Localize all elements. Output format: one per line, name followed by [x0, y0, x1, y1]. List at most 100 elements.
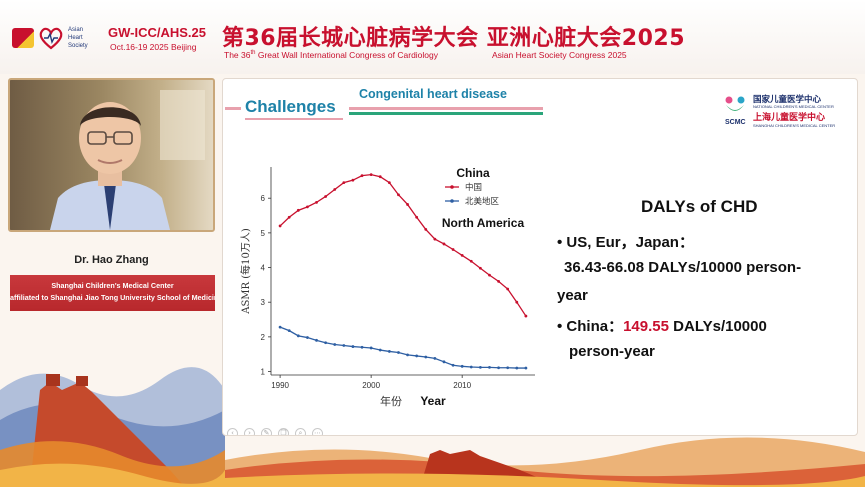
- heading-accent-bar: [225, 107, 241, 110]
- prev-slide-icon[interactable]: ‹: [227, 428, 238, 435]
- copy-icon[interactable]: ❐: [278, 428, 289, 435]
- data-point-series-0: [478, 266, 482, 270]
- y-axis-label: ASMR (每10万人): [239, 228, 252, 315]
- data-point-series-1: [460, 364, 464, 368]
- scmc-letters: SCMC: [725, 119, 746, 126]
- gw-icc-logo-icon: [12, 28, 34, 48]
- data-point-series-1: [442, 360, 446, 364]
- data-point-series-1: [369, 346, 373, 350]
- ahs-logo-text: Asian Heart Society: [68, 26, 88, 50]
- data-point-series-0: [515, 300, 519, 304]
- data-point-series-1: [333, 343, 337, 346]
- data-point-series-0: [342, 181, 346, 184]
- data-point-series-1: [506, 366, 510, 370]
- y-tick-label: 6: [261, 194, 266, 203]
- series-line-0: [279, 173, 527, 317]
- scmc-shanghai-cn: 上海儿童医学中心: [753, 113, 826, 123]
- pen-icon[interactable]: ✎: [261, 428, 272, 435]
- data-point-series-1: [478, 365, 482, 369]
- data-point-series-0: [378, 175, 382, 179]
- heading-underline: [245, 118, 343, 120]
- data-point-series-1: [469, 365, 473, 369]
- data-point-series-1: [451, 363, 455, 367]
- zoom-icon[interactable]: ⌕: [295, 428, 306, 435]
- data-point-series-1: [324, 341, 328, 345]
- data-point-series-0: [506, 287, 510, 291]
- y-tick-label: 3: [261, 298, 266, 307]
- great-wall-scenery: [0, 367, 225, 487]
- dalys-title: DALYs of CHD: [641, 197, 758, 216]
- y-tick-label: 5: [261, 229, 266, 238]
- data-point-series-1: [378, 348, 382, 352]
- scmc-national-en: NATIONAL CHILDREN'S MEDICAL CENTER: [753, 104, 834, 109]
- data-point-series-0: [315, 200, 318, 204]
- congress-title-chinese: 第36届长城心脏病学大会 亚洲心脏大会2025: [222, 26, 686, 51]
- data-point-series-0: [451, 248, 455, 251]
- data-point-series-1: [397, 351, 400, 354]
- bullet-2-tail: person-year: [569, 343, 655, 360]
- data-point-series-0: [369, 173, 373, 177]
- legend-marker-1: [450, 199, 454, 203]
- bullet-1-head: • US, Eur，Japan：: [557, 234, 694, 251]
- x-tick-label: 2000: [362, 381, 380, 390]
- data-point-series-1: [433, 356, 437, 360]
- data-point-series-1: [306, 336, 309, 339]
- data-point-series-0: [278, 224, 282, 228]
- x-axis-label: 年份: [380, 394, 402, 408]
- more-icon[interactable]: ⋯: [312, 428, 323, 435]
- slide-subtitle: Congenital heart disease: [359, 87, 507, 101]
- data-point-series-0: [497, 280, 500, 283]
- congress-logos: Asian Heart Society: [12, 24, 104, 52]
- subtitle-line-pink: [349, 107, 543, 110]
- subtitle-line-green: [349, 112, 543, 115]
- affiliation-line-2: affiliated to Shanghai Jiao Tong Univers…: [10, 293, 215, 302]
- legend-label-1: 北美地区: [465, 196, 500, 207]
- data-point-series-0: [488, 273, 491, 277]
- heart-logo-icon: [39, 27, 63, 50]
- legend-marker-0: [450, 185, 454, 189]
- data-point-series-0: [524, 314, 528, 318]
- data-point-series-0: [442, 242, 446, 246]
- title-en-suffix: Great Wall International Congress of Car…: [255, 50, 439, 60]
- x-axis-label-overlay: Year: [420, 394, 446, 408]
- legend-label-0: 中国: [465, 182, 482, 193]
- data-point-series-1: [415, 354, 419, 358]
- scmc-national-cn: 国家儿童医学中心: [753, 95, 822, 105]
- data-point-series-0: [296, 208, 300, 212]
- presentation-slide: Challenges Congenital heart disease SCMC…: [222, 78, 858, 436]
- data-point-series-0: [424, 228, 428, 231]
- data-point-series-1: [315, 338, 318, 342]
- data-point-series-0: [469, 259, 473, 263]
- bullet-2: • China：149.55 DALYs/10000: [557, 315, 767, 336]
- ahs-line-3: Society: [68, 43, 88, 49]
- annotation-china: China: [456, 166, 490, 180]
- data-point-series-1: [342, 344, 346, 347]
- data-point-series-0: [333, 188, 337, 191]
- y-tick-label: 1: [261, 368, 266, 377]
- ahs-line-2: Heart: [68, 35, 83, 41]
- bullet-1-value: 36.43-66.08 DALYs/10000 person-: [564, 259, 802, 276]
- next-slide-icon[interactable]: ›: [244, 428, 255, 435]
- slide-heading: Challenges: [245, 97, 336, 116]
- data-point-series-0: [324, 195, 328, 198]
- speaker-video[interactable]: [8, 78, 215, 232]
- bullet-1-tail: year: [557, 287, 588, 304]
- y-tick-label: 4: [261, 264, 266, 273]
- data-point-series-0: [287, 215, 291, 219]
- event-code: GW-ICC/AHS.25: [108, 25, 206, 40]
- annotation-north-america: North America: [442, 216, 525, 230]
- speaker-name: Dr. Hao Zhang: [74, 254, 149, 266]
- congress-banner: Asian Heart Society GW-ICC/AHS.25 Oct.16…: [0, 0, 865, 74]
- speaker-video-frame: [10, 80, 213, 230]
- ahs-line-1: Asian: [68, 27, 84, 33]
- ahs-congress-title: Asian Heart Society Congress 2025: [492, 50, 627, 60]
- data-point-series-1: [515, 366, 519, 370]
- congress-title-english: The 36th Great Wall International Congre…: [224, 50, 438, 60]
- data-point-series-1: [488, 365, 491, 369]
- scmc-logo: SCMC 国家儿童医学中心 NATIONAL CHILDREN'S MEDICA…: [723, 93, 853, 131]
- data-point-series-0: [306, 205, 309, 209]
- data-point-series-1: [351, 345, 355, 348]
- scmc-emblem-icon: [725, 96, 745, 111]
- data-point-series-0: [397, 193, 400, 197]
- data-point-series-0: [415, 215, 419, 219]
